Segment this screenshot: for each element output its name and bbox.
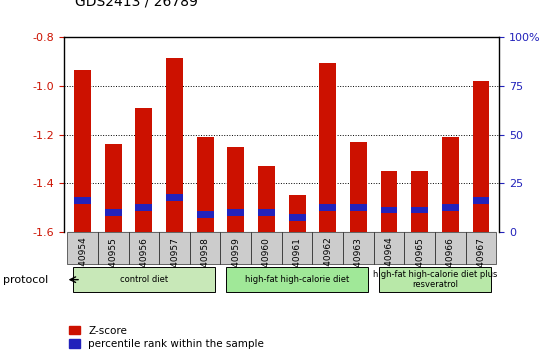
- Bar: [288, 214, 306, 221]
- Legend: Z-score, percentile rank within the sample: Z-score, percentile rank within the samp…: [69, 326, 264, 349]
- Text: high-fat high-calorie diet: high-fat high-calorie diet: [245, 275, 349, 284]
- Bar: [381, 171, 397, 232]
- Bar: [197, 137, 214, 232]
- Bar: [136, 204, 152, 211]
- Bar: [319, 63, 336, 232]
- Bar: [197, 211, 214, 218]
- FancyBboxPatch shape: [379, 267, 491, 292]
- Bar: [74, 197, 91, 204]
- Bar: [105, 209, 122, 216]
- Bar: [442, 204, 459, 211]
- Bar: [350, 204, 367, 211]
- Text: protocol: protocol: [3, 275, 48, 285]
- FancyBboxPatch shape: [226, 267, 368, 292]
- Text: high-fat high-calorie diet plus
resveratrol: high-fat high-calorie diet plus resverat…: [373, 270, 497, 289]
- Bar: [258, 209, 275, 216]
- Bar: [228, 209, 244, 216]
- Bar: [319, 204, 336, 211]
- Bar: [136, 108, 152, 232]
- Bar: [105, 144, 122, 232]
- Bar: [381, 207, 397, 213]
- Bar: [166, 58, 183, 232]
- Bar: [473, 197, 489, 204]
- Bar: [442, 137, 459, 232]
- Text: GDS2413 / 26789: GDS2413 / 26789: [75, 0, 198, 9]
- Bar: [350, 142, 367, 232]
- Bar: [228, 147, 244, 232]
- Bar: [258, 166, 275, 232]
- Bar: [166, 194, 183, 201]
- FancyBboxPatch shape: [73, 267, 215, 292]
- Bar: [288, 195, 306, 232]
- Bar: [74, 70, 91, 232]
- Bar: [411, 171, 428, 232]
- Text: control diet: control diet: [120, 275, 168, 284]
- Bar: [411, 207, 428, 213]
- Bar: [473, 81, 489, 232]
